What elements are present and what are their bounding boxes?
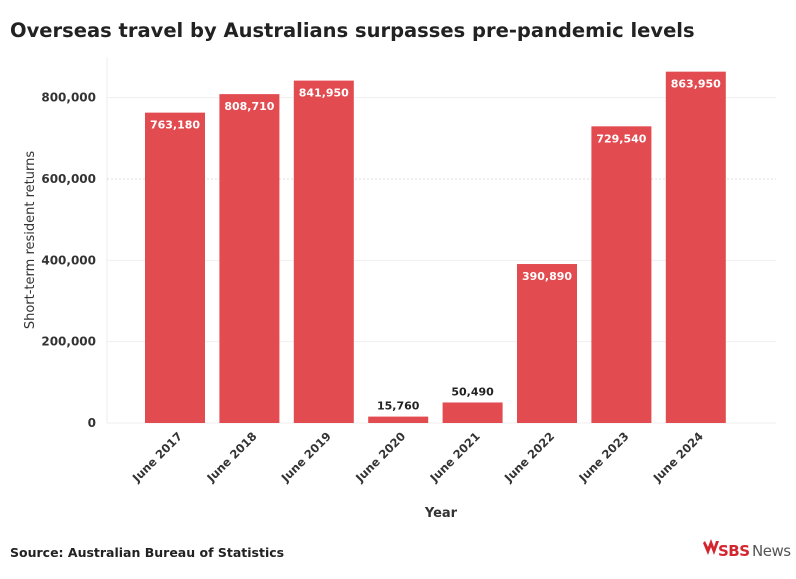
bar bbox=[368, 416, 429, 423]
y-tick-label: 800,000 bbox=[41, 91, 96, 105]
x-tick-label: June 2020 bbox=[352, 429, 408, 485]
x-tick-label: June 2019 bbox=[278, 429, 334, 485]
x-axis-label: Year bbox=[424, 506, 458, 521]
x-tick-label: June 2018 bbox=[203, 429, 259, 485]
data-label: 808,710 bbox=[224, 100, 274, 113]
data-label: 15,760 bbox=[377, 400, 420, 413]
bar bbox=[591, 126, 652, 423]
bar bbox=[145, 112, 205, 423]
y-axis-label: Short-term resident returns bbox=[23, 151, 38, 329]
bar bbox=[665, 71, 726, 423]
data-label: 390,890 bbox=[522, 270, 572, 283]
bar bbox=[219, 94, 280, 423]
x-tick-label: June 2021 bbox=[427, 429, 483, 485]
x-tick-label: June 2022 bbox=[501, 429, 557, 485]
sbs-news-logo: SBS News bbox=[703, 539, 792, 560]
y-tick-label: 0 bbox=[88, 416, 96, 430]
data-label: 50,490 bbox=[451, 385, 494, 398]
data-label: 729,540 bbox=[596, 132, 646, 145]
logo-news-text: News bbox=[752, 542, 791, 560]
y-tick-label: 400,000 bbox=[41, 253, 96, 267]
x-tick-label: June 2024 bbox=[650, 429, 706, 485]
chart-title: Overseas travel by Australians surpasses… bbox=[10, 19, 695, 42]
data-label: 763,180 bbox=[150, 119, 200, 132]
x-tick-label: June 2023 bbox=[575, 429, 631, 485]
x-tick-label: June 2017 bbox=[129, 429, 185, 485]
bar bbox=[517, 264, 577, 423]
data-label: 841,950 bbox=[299, 87, 349, 100]
bar bbox=[293, 80, 354, 424]
sbs-logo-mark bbox=[703, 539, 719, 555]
data-label: 863,950 bbox=[671, 78, 721, 91]
source-note: Source: Australian Bureau of Statistics bbox=[10, 545, 284, 560]
y-tick-label: 600,000 bbox=[41, 172, 96, 186]
logo-brand-text: SBS bbox=[718, 542, 750, 560]
y-tick-label: 200,000 bbox=[41, 335, 96, 349]
bar bbox=[442, 402, 503, 423]
